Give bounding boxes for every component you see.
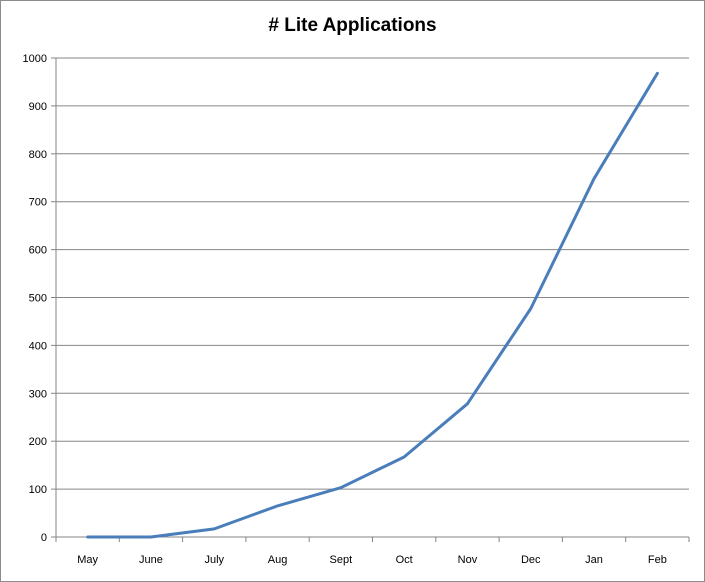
x-tick-label: Feb: [648, 554, 667, 566]
y-tick-label: 100: [29, 484, 47, 496]
y-tick-label: 700: [29, 197, 47, 209]
x-tick-label: Sept: [330, 554, 353, 566]
y-tick-label: 200: [29, 436, 47, 448]
x-tick-label: Aug: [268, 554, 288, 566]
x-tick-label: Nov: [458, 554, 478, 566]
x-tick-label: July: [204, 554, 224, 566]
x-tick-label: Jan: [585, 554, 603, 566]
y-tick-label: 400: [29, 340, 47, 352]
x-tick-label: Oct: [396, 554, 413, 566]
y-tick-label: 300: [29, 388, 47, 400]
x-tick-label: June: [139, 554, 163, 566]
y-tick-label: 600: [29, 245, 47, 257]
series-line: [86, 71, 659, 539]
x-tick-label: Dec: [521, 554, 541, 566]
y-tick-label: 0: [41, 532, 47, 544]
y-tick-label: 500: [29, 293, 47, 305]
chart-title: # Lite Applications: [268, 15, 437, 36]
x-tick-label: May: [77, 554, 98, 566]
y-tick-label: 1000: [23, 53, 47, 65]
y-tick-label: 900: [29, 101, 47, 113]
y-tick-label: 800: [29, 149, 47, 161]
